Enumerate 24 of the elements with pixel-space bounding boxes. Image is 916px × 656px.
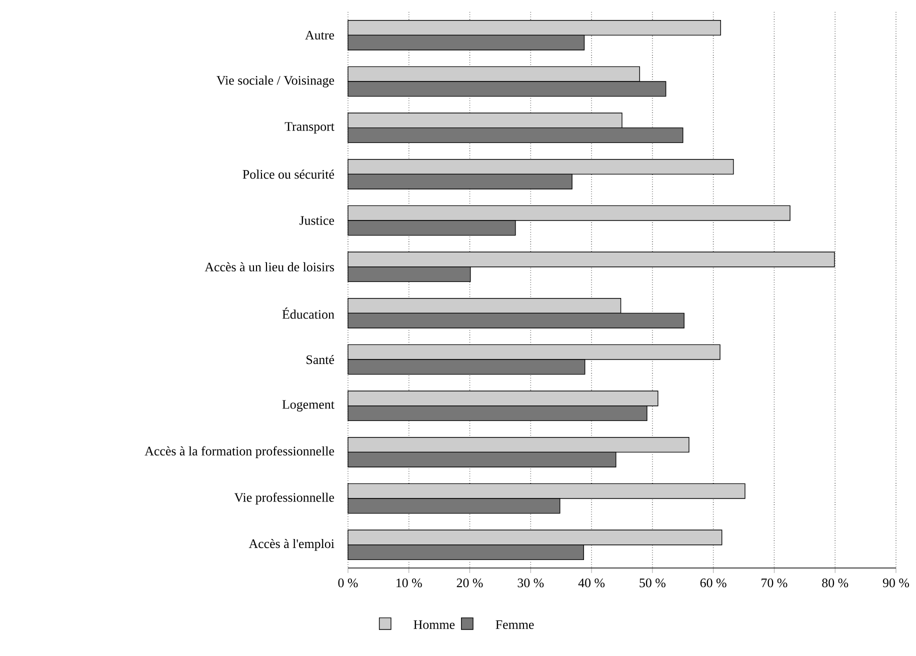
y-tick-label: Autre [305,30,334,40]
y-tick-label: Accès à l'emploi [248,538,334,551]
x-tick-label: 30 % [518,578,544,588]
y-tick-label: Santé [306,354,334,364]
y-tick-label: Accès à un lieu de loisirs [204,262,334,272]
y-tick-label: Transport [284,122,334,134]
x-tick-label: 60 % [700,578,726,588]
x-tick-label: 70 % [762,578,788,588]
x-tick-label: 20 % [456,578,483,588]
x-tick-label: 50 % [640,578,666,588]
y-tick-label: Police ou sécurité [242,170,334,179]
x-tick-label: 10 % [396,578,422,588]
y-tick-label: Éducation [282,308,334,319]
y-tick-label: Vie sociale / Voisinage [216,76,334,88]
x-tick-label: 0 % [338,578,358,588]
y-tick-label: Logement [282,400,334,412]
legend-label: Femme [496,620,534,629]
x-tick-label: 90 % [882,578,910,588]
x-tick-label: 40 % [578,578,605,588]
y-tick-label: Vie professionnelle [234,492,334,504]
legend-label: Homme [414,620,455,629]
y-tick-label: Justice [299,216,334,225]
y-tick-label: Accès à la formation professionnelle [144,446,334,458]
x-tick-label: 80 % [822,578,848,588]
